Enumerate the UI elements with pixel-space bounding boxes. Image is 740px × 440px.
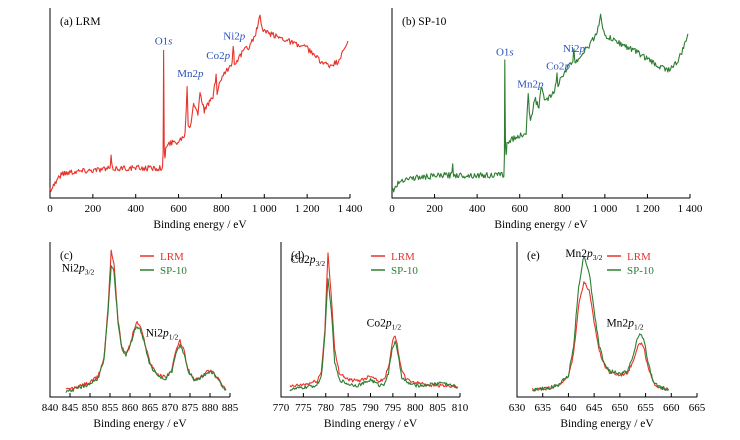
x-tick-label: 845 <box>62 402 79 414</box>
x-tick-label: 780 <box>318 402 335 414</box>
x-tick-label: 600 <box>511 203 528 215</box>
x-tick-label: 855 <box>102 402 119 414</box>
x-tick-label: 785 <box>340 402 357 414</box>
x-tick-label: 810 <box>452 402 469 414</box>
x-axis-label: Binding energy / eV <box>93 418 187 430</box>
peak-annotation: Mn2p <box>177 68 204 80</box>
peak-annotation: Co2p <box>546 61 570 73</box>
x-tick-label: 200 <box>85 203 102 215</box>
x-tick-label: 0 <box>389 203 395 215</box>
series-line-sp-10 <box>391 13 689 193</box>
panel-a: 0 200 400 600 800 1 000 1 200 1 400 Binding ener… <box>47 8 363 231</box>
x-tick-label: 860 <box>122 402 139 414</box>
legend: LRM SP-10 <box>371 251 418 277</box>
peak-annotation: Co2p <box>206 50 230 62</box>
peak-annotation: Co2p3/2 <box>291 254 326 268</box>
x-tick-label: 1 000 <box>252 203 277 215</box>
x-tick-label: 790 <box>362 402 379 414</box>
series-line-sp-10 <box>532 256 669 392</box>
series-line-lrm <box>49 14 349 192</box>
panel-label: (b) SP-10 <box>402 16 447 28</box>
panel-label: (e) <box>527 250 540 262</box>
legend-label: LRM <box>160 251 184 263</box>
x-tick-label: 800 <box>407 402 424 414</box>
legend-label: LRM <box>627 251 651 263</box>
peak-annotation: Ni2p <box>223 30 246 42</box>
series-line-sp-10 <box>65 265 227 393</box>
x-tick-label: 400 <box>469 203 486 215</box>
panel-label: (d) <box>291 250 305 262</box>
peak-annotation: Ni2p <box>563 43 586 55</box>
legend: LRM SP-10 <box>140 251 187 277</box>
x-tick-label: 630 <box>509 402 526 414</box>
series-line-lrm <box>531 281 669 392</box>
x-axis-label: Binding energy / eV <box>324 418 418 430</box>
axes-frame <box>49 8 350 199</box>
panel-d: 770 775 780 785 790 795 800 805 810 Binding energ… <box>273 242 469 430</box>
peak-annotation: O1s <box>155 36 173 48</box>
peak-annotation: Ni2p1/2 <box>146 327 179 341</box>
legend-label: LRM <box>391 251 415 263</box>
panel-c: 840 845 850 855 860 865 870 875 880 885 Binding en… <box>42 242 239 430</box>
legend-label: SP-10 <box>627 265 654 277</box>
x-tick-label: 1 400 <box>338 203 363 215</box>
x-tick-label: 800 <box>554 203 571 215</box>
legend-label: SP-10 <box>391 265 418 277</box>
x-tick-label: 400 <box>127 203 144 215</box>
x-axis-label: Binding energy / eV <box>494 219 588 231</box>
x-tick-label: 865 <box>142 402 159 414</box>
legend: LRM SP-10 <box>607 251 654 277</box>
x-axis-label: Binding energy / eV <box>153 219 247 231</box>
x-tick-label: 640 <box>560 402 577 414</box>
peak-annotation: Ni2p3/2 <box>62 263 95 277</box>
peak-annotation: Co2p1/2 <box>367 317 402 331</box>
x-tick-label: 600 <box>170 203 187 215</box>
peak-annotation: Mn2p1/2 <box>606 317 643 331</box>
x-tick-label: 885 <box>222 402 239 414</box>
peak-annotation: Mn2p3/2 <box>565 248 602 262</box>
series-line-sp-10 <box>289 278 459 392</box>
peak-annotation: Mn2p <box>517 79 544 91</box>
panel-e: 630 635 640 645 650 655 660 665 Binding energy /… <box>509 242 706 430</box>
x-tick-label: 665 <box>689 402 706 414</box>
x-tick-label: 795 <box>385 402 402 414</box>
x-tick-label: 805 <box>429 402 446 414</box>
x-tick-label: 800 <box>213 203 230 215</box>
x-tick-label: 1 200 <box>295 203 320 215</box>
x-axis-label: Binding energy / eV <box>560 418 654 430</box>
x-tick-label: 1 000 <box>592 203 617 215</box>
x-tick-label: 1 200 <box>635 203 660 215</box>
peak-annotation: O1s <box>496 46 514 58</box>
legend-label: SP-10 <box>160 265 187 277</box>
panel-b: 0 200 400 600 800 1 000 1 200 1 400 Binding ener… <box>389 8 703 231</box>
x-tick-label: 650 <box>612 402 629 414</box>
panel-label: (c) <box>60 250 73 262</box>
x-tick-label: 1 400 <box>678 203 703 215</box>
x-tick-label: 660 <box>663 402 680 414</box>
x-tick-label: 770 <box>273 402 290 414</box>
x-tick-label: 775 <box>295 402 312 414</box>
x-tick-label: 850 <box>82 402 99 414</box>
x-tick-label: 870 <box>162 402 179 414</box>
x-tick-label: 840 <box>42 402 59 414</box>
x-tick-label: 880 <box>202 402 219 414</box>
x-tick-label: 655 <box>637 402 654 414</box>
axes-frame <box>391 8 690 199</box>
x-tick-label: 200 <box>426 203 443 215</box>
x-tick-label: 635 <box>534 402 551 414</box>
x-tick-label: 875 <box>182 402 199 414</box>
x-tick-label: 0 <box>47 203 53 215</box>
x-tick-label: 645 <box>586 402 603 414</box>
panel-label: (a) LRM <box>60 16 101 28</box>
